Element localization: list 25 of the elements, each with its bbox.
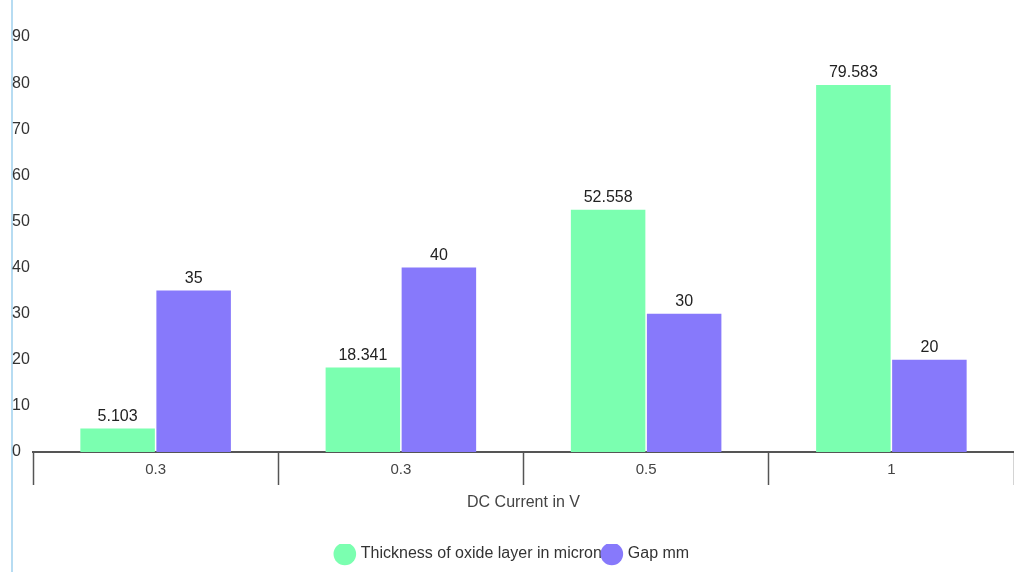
data-label: 20 <box>920 338 939 356</box>
data-label: 30 <box>675 292 694 310</box>
y-tick-label: 90 <box>12 27 30 45</box>
data-label: 35 <box>184 269 203 287</box>
x-tick-label: 1 <box>887 460 896 478</box>
y-tick-label: 0 <box>12 442 21 460</box>
data-label: 5.103 <box>97 406 138 424</box>
x-axis-title: DC Current in V <box>467 492 581 510</box>
legend-label: Gap mm <box>627 544 690 562</box>
x-tick-label: 0.3 <box>390 460 412 478</box>
y-tick-label: 50 <box>12 211 30 229</box>
data-label: 18.341 <box>338 345 388 363</box>
y-tick-label: 20 <box>12 350 30 368</box>
data-label: 79.583 <box>828 63 878 81</box>
y-tick-label: 30 <box>12 304 30 322</box>
y-tick-label: 40 <box>12 257 30 275</box>
data-label: 40 <box>429 245 448 263</box>
y-tick-label: 10 <box>12 396 30 414</box>
y-tick-label: 60 <box>12 165 30 183</box>
x-tick-label: 0.5 <box>635 460 657 478</box>
y-tick-label: 80 <box>12 73 30 91</box>
data-label: 52.558 <box>583 188 633 206</box>
y-tick-label: 70 <box>12 119 30 137</box>
x-tick-label: 0.3 <box>145 460 167 478</box>
legend-label: Thickness of oxide layer in micron <box>360 544 602 562</box>
